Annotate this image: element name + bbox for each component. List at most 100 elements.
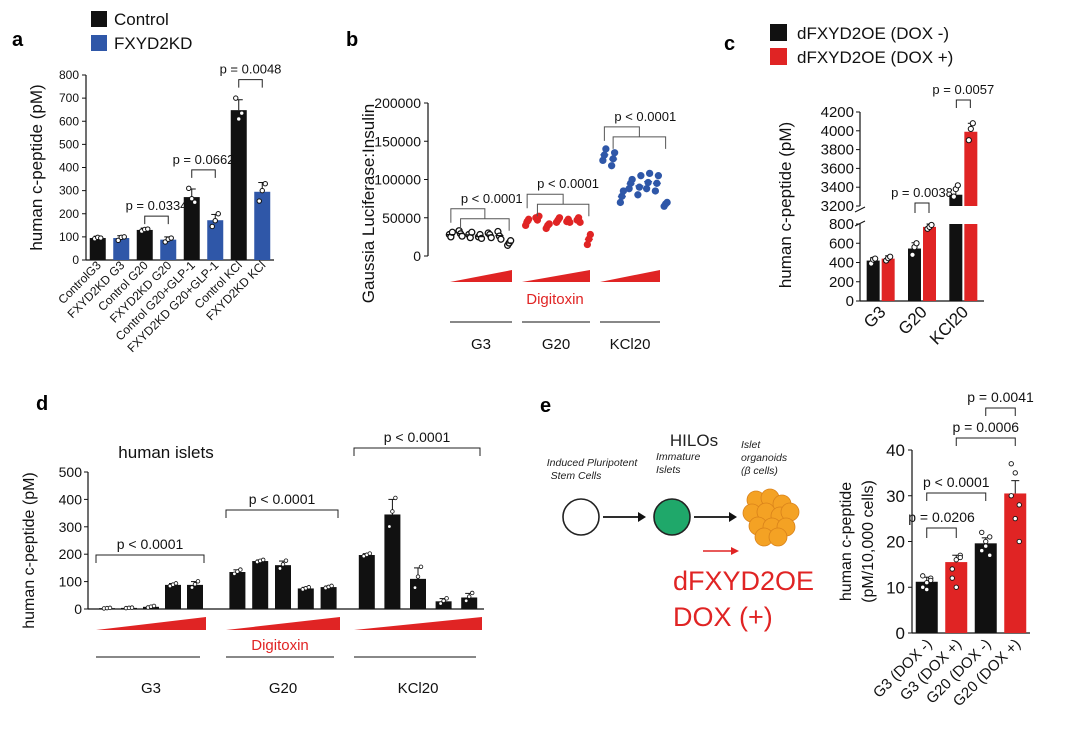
significance-0-bracket (144, 215, 169, 225)
data-point (412, 585, 418, 590)
bar (113, 238, 130, 260)
y-axis-title: human c-peptide (pM) (776, 122, 795, 288)
y-tick-label: 300 (59, 519, 83, 535)
data-point (967, 125, 974, 133)
x-tick-label: KCl20 (926, 302, 972, 348)
y-tick-label: 800 (829, 216, 854, 233)
data-point (186, 185, 192, 192)
data-point (129, 605, 135, 610)
treatment-label: Digitoxin (526, 291, 584, 308)
y-tick-label: 20 (886, 533, 905, 552)
treatment-label-line2: DOX (+) (673, 602, 773, 632)
y-tick-label: 100 (59, 574, 83, 590)
ipsc-cell-icon (562, 498, 600, 536)
data-point (418, 564, 424, 570)
data-point (953, 557, 959, 563)
stage-label-ipsc-text: Induced Pluripotent Stem Cells (547, 457, 639, 482)
data-point (979, 529, 985, 535)
data-point (628, 175, 636, 184)
bar (160, 239, 177, 260)
data-point (928, 221, 935, 229)
y-tick-label: 200 (59, 207, 79, 221)
data-point (189, 585, 195, 590)
significance-2-label: p < 0.0001 (384, 429, 451, 445)
bar-upper (964, 131, 978, 206)
data-point (872, 255, 879, 262)
hilos-schematic: HILOs dFXYD2OE DOX (+) Induced Pluripote… (547, 431, 814, 632)
y-tick-label: 500 (59, 137, 79, 151)
significance-label: p < 0.0001 (537, 176, 599, 191)
y-tick-label: 0 (74, 601, 82, 617)
data-point (1008, 493, 1014, 499)
bar (89, 238, 106, 260)
data-point (950, 193, 957, 200)
stage-label-line: Induced Pluripotent (547, 457, 639, 469)
bar (945, 562, 968, 633)
y-tick-label: 3600 (821, 160, 854, 177)
data-point (195, 579, 201, 584)
data-point (415, 574, 421, 579)
significance-0-bracket (95, 554, 205, 563)
data-point (145, 226, 151, 232)
significance-2-label: p = 0.0006 (952, 419, 1019, 435)
y-tick-label: 4200 (821, 104, 854, 121)
data-point (1016, 538, 1022, 545)
y-tick-label: 200 (829, 274, 854, 291)
data-point (256, 198, 262, 204)
data-point (576, 218, 584, 226)
significance-1-bracket (191, 169, 216, 178)
data-point (642, 185, 651, 193)
data-point (387, 524, 392, 529)
stage-label-organoid: Islet organoids (β cells) (741, 439, 788, 477)
stage-label-line: Stem Cells (551, 470, 603, 482)
red-arrow-head (731, 547, 739, 555)
significance-label: p < 0.0001 (614, 109, 676, 124)
y-axis-title: human c-peptide (pM) (27, 84, 46, 250)
y-tick-label: 150000 (374, 133, 421, 149)
y-tick-label: 300 (59, 184, 79, 198)
bar (230, 110, 247, 261)
arrow-2-head (729, 512, 737, 522)
data-point (913, 240, 920, 247)
significance-1-bracket (225, 509, 339, 518)
data-point (645, 169, 654, 178)
significance-2-bracket (238, 79, 263, 88)
bar (165, 584, 181, 609)
y-tick-label: 600 (829, 235, 854, 252)
arrow-1-head (638, 512, 646, 522)
legend-swatch (91, 11, 107, 27)
data-point (306, 585, 311, 590)
chart-title: human islets (118, 443, 213, 462)
legend-label: dFXYD2OE (DOX -) (797, 24, 949, 43)
data-point (259, 187, 265, 194)
bar (974, 543, 997, 633)
significance-1-label: p = 0.0662 (173, 152, 235, 167)
hilos-title: HILOs (670, 431, 718, 450)
y-tick-label: 30 (886, 487, 905, 506)
data-point (506, 237, 515, 245)
data-point (393, 495, 398, 501)
bar (297, 588, 314, 609)
data-point (235, 569, 240, 574)
data-point (957, 554, 963, 561)
significance-1-label: p < 0.0001 (249, 491, 316, 507)
data-point (635, 183, 644, 191)
panel-letter-d: d (36, 393, 48, 415)
bar (915, 581, 938, 633)
data-point (232, 571, 237, 576)
significance-0-label: p = 0.0206 (908, 509, 975, 525)
y-tick-label: 100000 (374, 172, 421, 188)
panel-d-chart: 0 100 200 300 400 500 human c-peptide (pM) huma… (21, 429, 484, 697)
legend-swatch (91, 35, 107, 51)
y-tick-label: 200000 (374, 95, 421, 111)
y-tick-label: 0 (896, 624, 905, 643)
stage-label-immature: Immature Islets (656, 451, 701, 476)
data-point (173, 581, 179, 586)
bar (320, 587, 337, 609)
subgroup-bracket (612, 136, 667, 149)
data-point (233, 95, 239, 101)
bar (136, 229, 153, 260)
y-tick-label: 0 (413, 248, 421, 264)
data-point (987, 534, 993, 540)
